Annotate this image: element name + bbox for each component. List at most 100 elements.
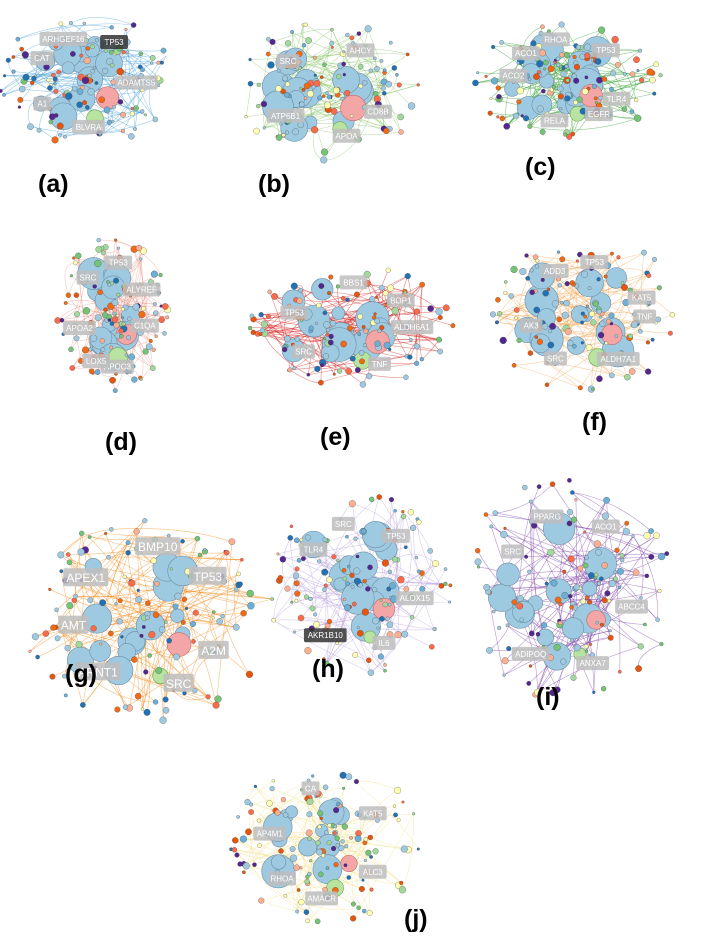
network-node bbox=[130, 22, 137, 28]
hub-node bbox=[601, 323, 623, 345]
network-node bbox=[623, 72, 627, 76]
network-node bbox=[487, 110, 493, 116]
gene-label: TP53 bbox=[104, 255, 133, 270]
network-node bbox=[372, 56, 377, 61]
network-node bbox=[160, 47, 167, 54]
network-node bbox=[322, 62, 327, 67]
network-node bbox=[326, 618, 332, 625]
network-node bbox=[627, 333, 633, 339]
network-node bbox=[189, 621, 196, 627]
network-graph-g: A2M SRC ARNT1 AMT APEX1 BMP10 TP53 bbox=[28, 518, 274, 724]
network-node bbox=[212, 701, 220, 709]
gene-label: RELA bbox=[540, 113, 569, 128]
network-node bbox=[534, 264, 540, 269]
network-edge bbox=[65, 580, 237, 628]
network-node bbox=[152, 116, 159, 123]
network-node bbox=[556, 316, 563, 323]
network-node bbox=[436, 336, 442, 343]
network-node bbox=[134, 692, 142, 700]
network-node bbox=[280, 88, 286, 95]
network-node bbox=[496, 94, 502, 100]
network-node bbox=[344, 844, 349, 849]
gene-label-box bbox=[63, 568, 109, 587]
network-node bbox=[368, 496, 375, 503]
network-node bbox=[142, 518, 148, 524]
network-node bbox=[380, 85, 386, 91]
network-node bbox=[323, 337, 327, 341]
network-node bbox=[148, 338, 153, 343]
network-node bbox=[260, 100, 268, 108]
gene-label: C1QA bbox=[130, 318, 159, 333]
network-node bbox=[353, 536, 358, 541]
gene-label: TNF bbox=[633, 309, 657, 324]
network-node bbox=[365, 849, 372, 856]
network-node bbox=[335, 284, 340, 289]
network-node bbox=[124, 27, 128, 32]
network-panel-b: CD8B APOA ATP6B1 SRC AHCY bbox=[244, 15, 435, 165]
network-node bbox=[495, 85, 501, 91]
network-node bbox=[648, 528, 654, 534]
network-node bbox=[294, 566, 300, 572]
network-node bbox=[174, 592, 182, 600]
network-edge bbox=[598, 268, 648, 280]
network-edge bbox=[402, 813, 414, 890]
network-node bbox=[162, 331, 167, 336]
network-node bbox=[394, 631, 402, 639]
gene-label-box bbox=[114, 75, 158, 90]
network-node bbox=[658, 73, 663, 78]
network-node bbox=[560, 658, 567, 665]
network-node bbox=[564, 64, 569, 69]
gene-label: ATP6B1 bbox=[266, 108, 305, 123]
network-node bbox=[313, 73, 317, 77]
network-node bbox=[536, 105, 544, 113]
network-edge bbox=[372, 647, 386, 671]
network-edge bbox=[632, 535, 659, 620]
network-edge bbox=[273, 568, 298, 621]
network-node bbox=[597, 331, 605, 339]
network-node bbox=[73, 594, 78, 599]
network-node bbox=[544, 382, 550, 387]
network-node bbox=[419, 281, 425, 288]
gene-label-box bbox=[540, 264, 569, 279]
network-node bbox=[601, 512, 610, 520]
gene-label: ARHGEF16 bbox=[39, 32, 88, 47]
network-node bbox=[94, 314, 102, 322]
network-node bbox=[192, 609, 199, 616]
network-node bbox=[96, 238, 101, 243]
network-node bbox=[639, 77, 645, 83]
gene-label: ALYREF bbox=[122, 282, 161, 297]
network-edge bbox=[305, 24, 385, 71]
network-node bbox=[618, 669, 622, 674]
network-node bbox=[133, 528, 140, 535]
network-node bbox=[138, 311, 146, 319]
gene-label-box bbox=[76, 270, 100, 285]
network-node bbox=[317, 810, 324, 817]
network-node bbox=[403, 586, 410, 592]
network-edge bbox=[356, 780, 398, 791]
network-node bbox=[573, 644, 581, 652]
network-node bbox=[140, 67, 145, 73]
network-node bbox=[180, 539, 185, 544]
network-node bbox=[296, 297, 303, 304]
network-node bbox=[628, 368, 636, 375]
network-node bbox=[361, 608, 369, 616]
network-graph-b: CD8B APOA ATP6B1 SRC AHCY bbox=[244, 22, 420, 164]
gene-label-box bbox=[33, 96, 52, 111]
network-node bbox=[385, 616, 390, 621]
gene-label: LOX5 bbox=[82, 354, 111, 369]
network-node bbox=[503, 526, 507, 530]
gene-label-text: KAT5 bbox=[363, 809, 383, 818]
network-node bbox=[309, 859, 313, 863]
network-node bbox=[548, 329, 552, 334]
gene-label-box bbox=[303, 628, 347, 643]
network-edge bbox=[572, 492, 627, 532]
network-node bbox=[31, 633, 39, 641]
network-node bbox=[113, 277, 120, 284]
network-node bbox=[57, 551, 65, 559]
network-node bbox=[283, 894, 288, 898]
network-node bbox=[233, 587, 239, 592]
network-node bbox=[164, 620, 168, 624]
network-node bbox=[332, 372, 336, 376]
network-node bbox=[232, 837, 239, 844]
network-node bbox=[377, 653, 384, 660]
